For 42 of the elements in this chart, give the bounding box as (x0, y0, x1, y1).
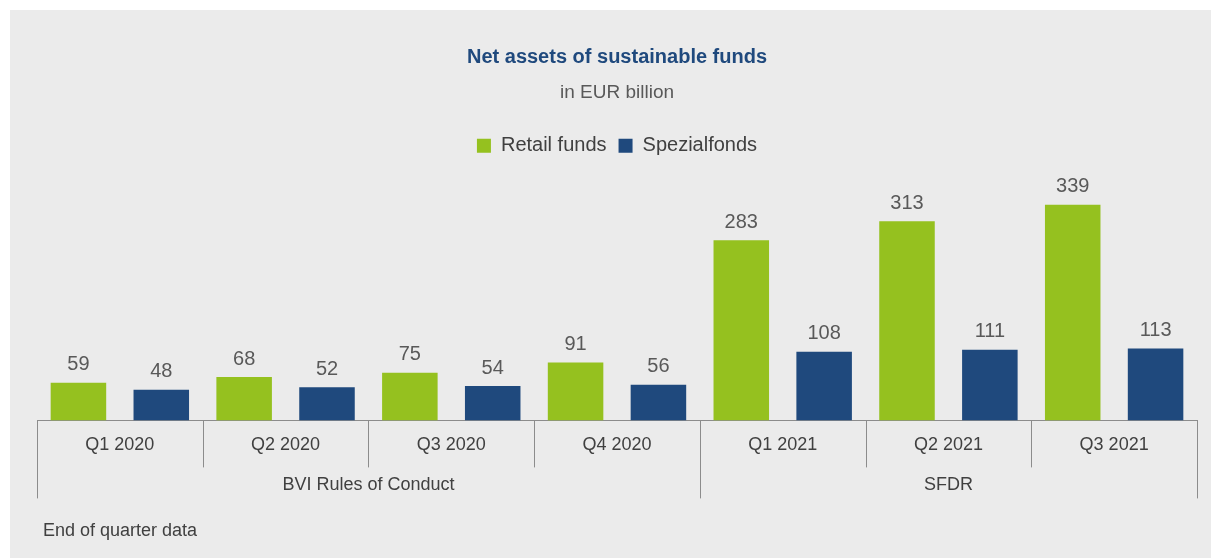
legend-label: Spezialfonds (642, 133, 758, 156)
legend-label: Retail funds (500, 133, 607, 156)
bar (216, 377, 272, 421)
data-label: 283 (724, 209, 758, 232)
data-label: 54 (481, 355, 504, 378)
bar (713, 240, 770, 421)
data-label: 113 (1139, 317, 1172, 340)
x-tick-label: Q1 2020 (85, 434, 155, 455)
bar (50, 382, 107, 421)
data-label: 111 (974, 319, 1006, 342)
bar (133, 389, 190, 421)
bar (547, 362, 604, 421)
data-label: 52 (315, 356, 339, 379)
data-label: 313 (890, 190, 924, 213)
x-tick-label: Q2 2021 (913, 434, 983, 455)
x-tick-label: Q1 2021 (748, 434, 818, 455)
bar (796, 351, 852, 421)
data-label: 108 (807, 321, 841, 344)
chart-subtitle: in EUR billion (559, 80, 675, 102)
bar (1044, 204, 1101, 421)
x-tick-label: Q2 2020 (251, 434, 321, 455)
chart-title: Net assets of sustainable funds (466, 44, 768, 67)
data-label: 59 (67, 352, 90, 375)
data-label: 75 (398, 342, 421, 365)
x-tick-label: Q4 2020 (582, 434, 652, 455)
bar (299, 387, 355, 421)
x-tick-label: Q3 2020 (416, 434, 486, 455)
bar (879, 221, 935, 421)
text: SFDR (923, 474, 973, 495)
data-label: 68 (233, 346, 256, 369)
data-label: 48 (150, 359, 173, 382)
bar (382, 372, 438, 421)
text: End of quarter data (43, 520, 199, 541)
bar (464, 386, 521, 421)
bar (1127, 348, 1184, 421)
x-tick-label: Q3 2021 (1079, 434, 1149, 455)
bar (962, 349, 1018, 421)
data-label: 56 (647, 354, 670, 377)
bar (630, 384, 687, 421)
text: BVI Rules of Conduct (282, 474, 455, 495)
data-label: 339 (1056, 174, 1090, 197)
data-label: 91 (564, 331, 587, 354)
